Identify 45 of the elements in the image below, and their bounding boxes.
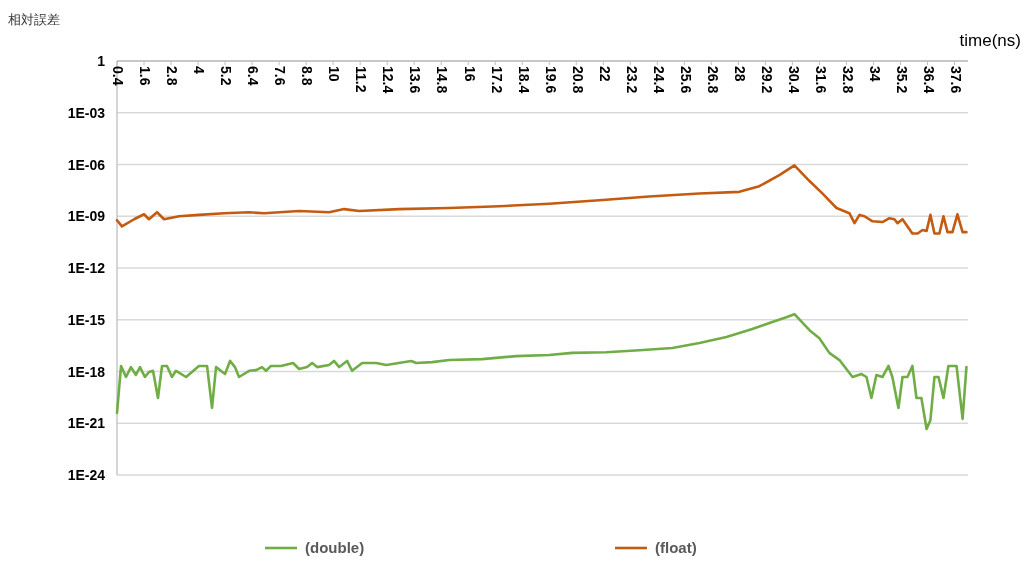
y-tick-label: 1E-03 (67, 104, 106, 121)
x-tick-label: 26.8 (704, 66, 721, 94)
x-tick-label: 0.4 (110, 66, 127, 86)
x-tick-label: 18.4 (515, 66, 532, 94)
x-tick-label: 25.6 (677, 66, 694, 94)
x-tick-label: 36.4 (920, 66, 937, 94)
x-tick-label: 24.4 (650, 66, 667, 94)
x-tick-label: 19.6 (542, 66, 559, 94)
x-tick-label: 35.2 (893, 66, 910, 94)
x-tick-label: 2.8 (164, 66, 181, 86)
y-tick-label: 1E-18 (67, 363, 106, 380)
x-tick-label: 8.8 (299, 66, 316, 86)
x-tick-label: 7.6 (272, 66, 289, 86)
x-tick-label: 12.4 (380, 66, 397, 94)
y-tick-label: 1E-15 (67, 311, 106, 328)
legend-label: (float) (655, 539, 697, 556)
x-axis-title: time(ns) (959, 31, 1021, 50)
x-tick-label: 30.4 (785, 66, 802, 94)
x-tick-label: 4 (191, 66, 208, 74)
x-tick-label: 32.8 (839, 66, 856, 94)
x-tick-label: 34 (866, 66, 883, 82)
x-tick-label: 28 (731, 66, 748, 82)
y-axis-title: 相対誤差 (8, 12, 60, 27)
x-tick-label: 17.2 (488, 66, 505, 94)
x-tick-label: 31.6 (812, 66, 829, 94)
x-tick-label: 6.4 (245, 66, 262, 86)
y-tick-label: 1E-24 (67, 467, 106, 483)
y-tick-label: 1E-21 (67, 415, 106, 432)
x-tick-label: 23.2 (623, 66, 640, 94)
x-tick-label: 16 (461, 66, 478, 82)
x-tick-label: 1.6 (137, 66, 154, 86)
y-tick-label: 1 (97, 53, 106, 69)
x-tick-label: 10 (326, 66, 343, 82)
x-tick-label: 29.2 (758, 66, 775, 94)
legend-label: (double) (305, 539, 365, 556)
y-tick-label: 1E-06 (67, 156, 106, 173)
y-tick-label: 1E-12 (67, 260, 106, 276)
x-tick-label: 22 (596, 66, 613, 82)
x-tick-label: 13.6 (407, 66, 424, 94)
x-tick-label: 14.8 (434, 66, 451, 94)
x-tick-label: 5.2 (218, 66, 235, 86)
x-tick-label: 20.8 (569, 66, 586, 94)
x-tick-label: 37.6 (947, 66, 964, 94)
y-tick-label: 1E-09 (67, 208, 106, 225)
x-tick-label: 11.2 (353, 66, 370, 93)
